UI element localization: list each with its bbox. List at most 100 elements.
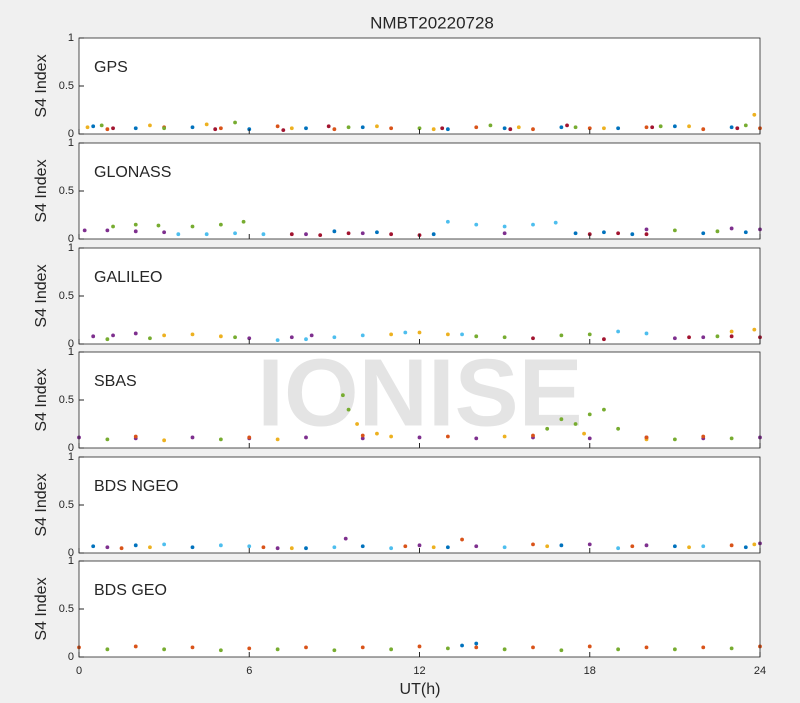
data-point [559,543,564,548]
data-point [275,647,280,652]
data-point [204,122,209,127]
data-point [729,334,734,339]
data-point [261,545,266,550]
data-point [162,542,167,547]
data-point [616,647,621,652]
data-point [729,543,734,548]
data-point [162,126,167,131]
data-point [672,336,677,341]
data-point [304,126,308,131]
data-point [616,546,621,551]
data-point [445,646,450,651]
data-point [431,232,436,237]
data-point [289,546,294,551]
data-point [672,437,677,442]
data-point [82,228,87,233]
y-tick-label: 0 [68,547,74,559]
data-point [289,232,294,237]
data-point [85,125,90,130]
y-tick-label: 0.5 [59,499,74,511]
data-point [616,231,621,236]
y-tick-label: 1 [68,346,74,358]
data-point [360,125,365,130]
data-point [565,123,569,128]
y-tick-label: 1 [68,137,74,149]
data-point [729,329,734,334]
data-point [417,543,422,548]
data-point [502,434,507,439]
data-point [119,546,124,551]
data-point [289,335,294,340]
y-tick-label: 0.5 [59,185,74,197]
data-point [218,222,223,227]
plot-area [79,143,760,239]
y-tick-label: 1 [68,451,74,463]
data-point [304,337,308,342]
data-point [148,545,152,550]
data-point [133,222,138,227]
data-point [752,327,757,332]
y-tick-label: 0 [68,651,74,663]
data-point [190,332,195,337]
data-point [701,127,706,132]
data-point [204,232,209,237]
data-point [133,644,138,649]
data-point [488,123,493,128]
y-tick-label: 0.5 [59,290,74,302]
data-point [559,125,564,130]
data-point [630,544,635,549]
data-point [559,333,564,338]
data-point [417,644,422,649]
data-point [275,124,280,129]
y-axis-label: S4 Index [33,159,50,222]
data-point [531,127,535,132]
data-point [326,124,331,129]
data-point [156,223,161,228]
data-point [304,435,308,440]
figure-title: NMBT20220728 [370,13,494,32]
data-point [644,435,649,440]
data-point [261,232,266,237]
data-point [502,647,507,652]
data-point [701,231,706,236]
data-point [729,125,734,130]
data-point [360,433,365,438]
plot-area [79,457,760,553]
data-point [289,126,294,131]
data-point [346,231,351,236]
watermark: IONISE [257,339,582,446]
data-point [502,224,507,229]
data-point [360,333,365,338]
data-point [247,646,252,651]
data-point [644,645,649,650]
data-point [672,124,677,129]
data-point [304,232,308,237]
data-point [99,123,104,128]
data-point [218,126,223,131]
data-point [559,648,564,653]
data-point [403,330,408,335]
plot-area [79,248,760,344]
data-point [318,233,323,238]
data-point [431,127,436,132]
data-point [133,331,138,336]
y-axis-label: S4 Index [33,264,50,327]
data-point [445,219,450,224]
data-point [460,332,464,337]
data-point [545,426,550,431]
data-point [162,333,167,338]
data-point [346,407,351,412]
data-point [343,536,348,541]
data-point [190,224,195,229]
data-point [91,334,96,339]
data-point [105,127,110,132]
data-point [233,335,237,340]
data-point [582,431,586,436]
data-point [672,647,677,652]
data-point [502,231,507,236]
data-point [502,335,507,340]
data-point [687,545,691,550]
data-point [440,126,445,131]
data-point [531,433,535,438]
data-point [516,125,521,130]
